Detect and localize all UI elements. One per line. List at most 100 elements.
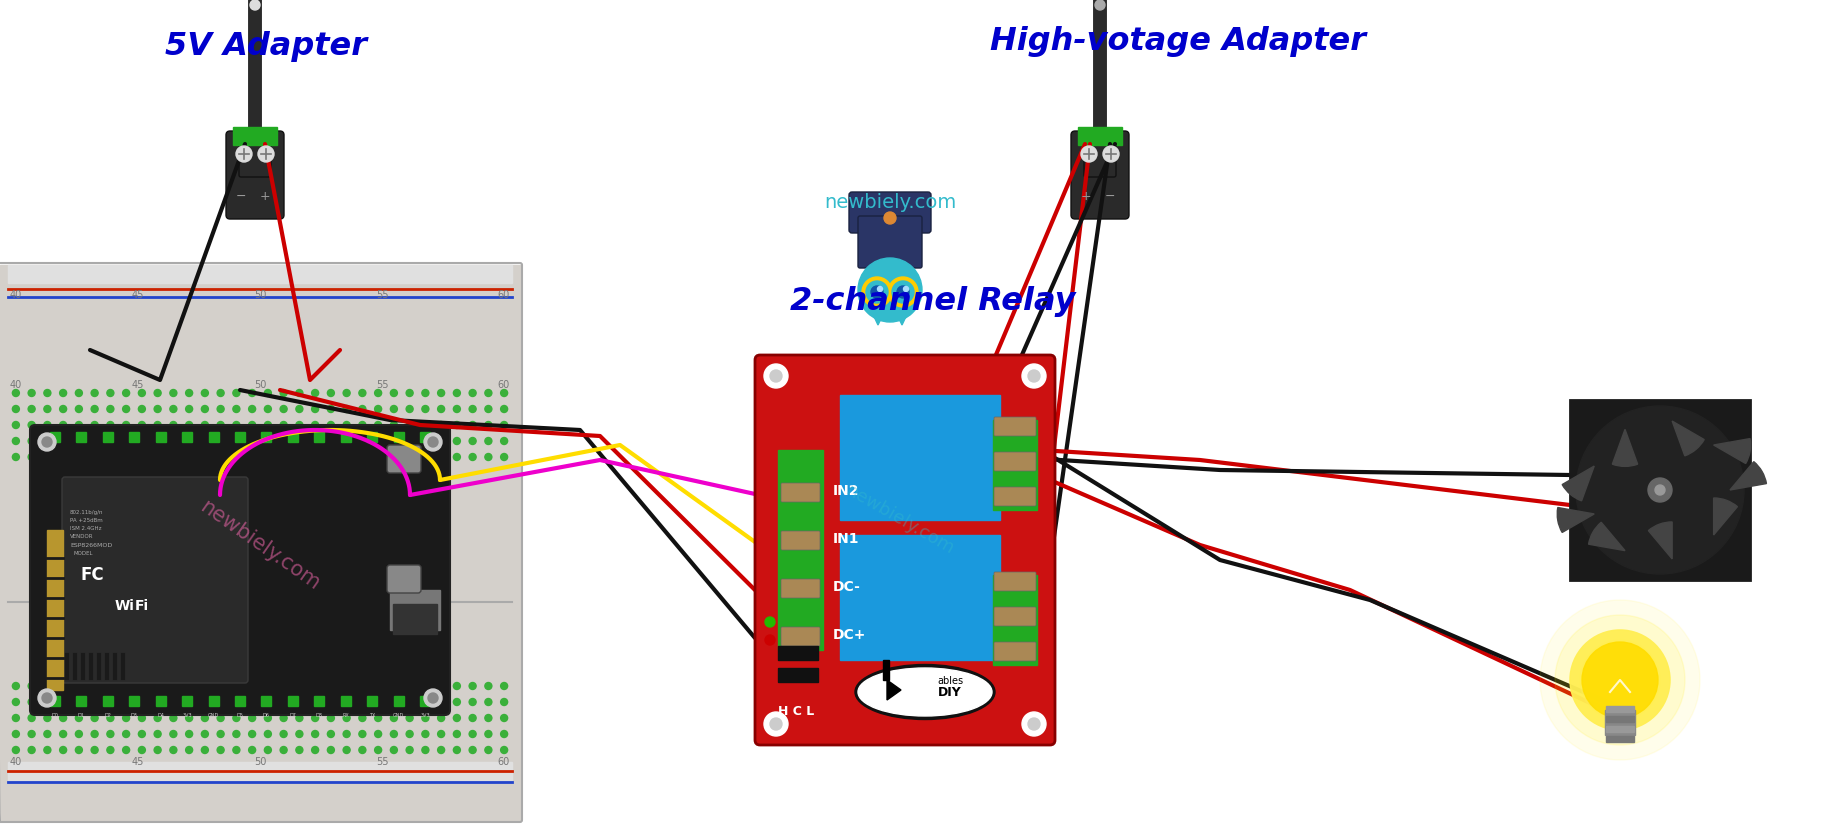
Circle shape: [469, 453, 476, 461]
Circle shape: [437, 731, 445, 737]
Circle shape: [437, 714, 445, 722]
Circle shape: [485, 714, 493, 722]
Circle shape: [217, 699, 224, 705]
Text: D0: D0: [51, 713, 59, 718]
Bar: [393, 432, 404, 442]
Circle shape: [390, 731, 397, 737]
Wedge shape: [1557, 508, 1594, 532]
Circle shape: [375, 390, 382, 396]
Bar: [777, 668, 818, 682]
Circle shape: [138, 453, 145, 461]
Circle shape: [390, 438, 397, 444]
Circle shape: [454, 422, 460, 428]
Circle shape: [296, 438, 303, 444]
Circle shape: [75, 422, 83, 428]
Circle shape: [1570, 630, 1671, 730]
Circle shape: [92, 714, 97, 722]
Circle shape: [28, 453, 35, 461]
Circle shape: [1575, 406, 1744, 574]
Circle shape: [437, 453, 445, 461]
Bar: [156, 432, 165, 442]
Bar: [421, 696, 430, 706]
Circle shape: [485, 438, 493, 444]
Bar: [50, 432, 61, 442]
Circle shape: [390, 682, 397, 690]
Circle shape: [138, 731, 145, 737]
Circle shape: [485, 422, 493, 428]
Circle shape: [423, 699, 428, 705]
Circle shape: [423, 714, 428, 722]
Circle shape: [265, 731, 272, 737]
Circle shape: [75, 390, 83, 396]
Bar: [777, 450, 823, 650]
Text: 2-channel Relay: 2-channel Relay: [790, 286, 1075, 317]
Circle shape: [866, 281, 888, 303]
Circle shape: [233, 714, 241, 722]
Text: D1: D1: [77, 713, 85, 718]
Circle shape: [28, 731, 35, 737]
Circle shape: [454, 682, 460, 690]
Circle shape: [154, 747, 162, 753]
Circle shape: [1581, 640, 1660, 720]
Circle shape: [44, 682, 51, 690]
Circle shape: [437, 390, 445, 396]
FancyBboxPatch shape: [994, 572, 1037, 591]
Circle shape: [28, 714, 35, 722]
Circle shape: [233, 453, 241, 461]
Circle shape: [891, 281, 913, 303]
Circle shape: [469, 699, 476, 705]
Circle shape: [248, 747, 255, 753]
Circle shape: [123, 438, 130, 444]
Circle shape: [123, 714, 130, 722]
Text: 50: 50: [254, 380, 267, 390]
FancyBboxPatch shape: [849, 192, 932, 233]
Circle shape: [423, 731, 428, 737]
Text: DIY: DIY: [937, 686, 961, 699]
Circle shape: [765, 617, 776, 627]
FancyBboxPatch shape: [781, 579, 820, 598]
Circle shape: [406, 699, 414, 705]
Wedge shape: [1713, 498, 1737, 535]
Circle shape: [454, 390, 460, 396]
Circle shape: [437, 699, 445, 705]
Text: 55: 55: [375, 380, 388, 390]
Circle shape: [500, 438, 507, 444]
Bar: [103, 432, 112, 442]
Circle shape: [327, 390, 335, 396]
Circle shape: [375, 405, 382, 413]
Circle shape: [423, 453, 428, 461]
Circle shape: [858, 258, 923, 322]
Circle shape: [871, 286, 882, 298]
Circle shape: [358, 682, 366, 690]
Circle shape: [107, 405, 114, 413]
Circle shape: [59, 731, 66, 737]
Circle shape: [469, 714, 476, 722]
Bar: [77, 432, 86, 442]
FancyBboxPatch shape: [994, 452, 1037, 471]
Circle shape: [296, 747, 303, 753]
Circle shape: [390, 699, 397, 705]
Bar: [1606, 736, 1634, 742]
Circle shape: [344, 405, 349, 413]
Bar: [882, 660, 890, 680]
Circle shape: [279, 714, 287, 722]
Circle shape: [75, 682, 83, 690]
Circle shape: [107, 747, 114, 753]
Circle shape: [138, 422, 145, 428]
Circle shape: [327, 405, 335, 413]
Bar: [993, 575, 1037, 665]
Circle shape: [485, 682, 493, 690]
Circle shape: [123, 453, 130, 461]
Circle shape: [469, 390, 476, 396]
Circle shape: [312, 731, 318, 737]
Bar: [1606, 716, 1634, 722]
Text: 60: 60: [498, 290, 511, 300]
Circle shape: [44, 453, 51, 461]
Circle shape: [107, 453, 114, 461]
Circle shape: [202, 405, 208, 413]
Circle shape: [44, 699, 51, 705]
Text: D5: D5: [237, 713, 243, 718]
Circle shape: [233, 405, 241, 413]
Circle shape: [358, 422, 366, 428]
Circle shape: [75, 731, 83, 737]
